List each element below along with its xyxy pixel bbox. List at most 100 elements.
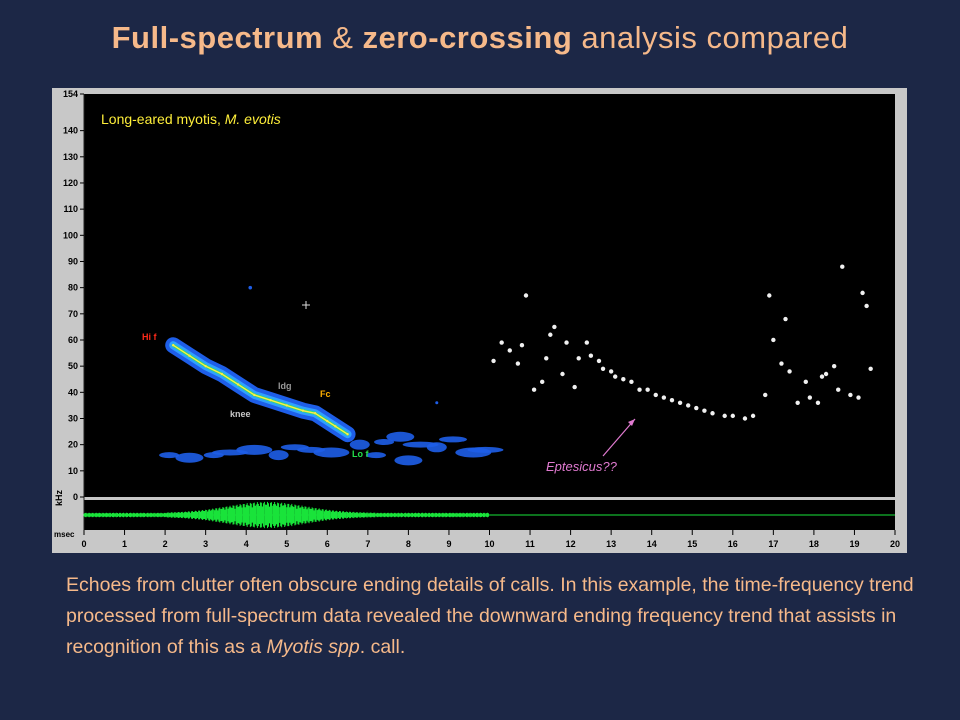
zc-point: [596, 358, 602, 364]
zc-point: [491, 358, 496, 364]
zc-point: [531, 387, 537, 392]
zc-point: [803, 379, 808, 385]
y-axis-label: kHz: [54, 489, 64, 506]
zc-point: [763, 392, 768, 398]
echo-blob: [374, 439, 395, 446]
trend-point: [236, 383, 240, 386]
zc-point: [588, 353, 594, 358]
trend-point: [334, 425, 337, 428]
title-full-spectrum: Full-spectrum: [111, 20, 324, 55]
zc-point: [702, 408, 707, 413]
caption-italic: Myotis spp: [266, 636, 360, 658]
species-label: Long-eared myotis, M. evotis: [101, 111, 281, 127]
zc-point: [576, 356, 581, 361]
x-tick-label: 11: [525, 539, 535, 549]
zc-point: [779, 361, 784, 366]
zc-point: [499, 340, 504, 345]
zc-point: [840, 264, 845, 269]
zc-point: [730, 413, 735, 419]
lo-f-label: Lo f: [352, 449, 369, 459]
crosshair-icon: [302, 301, 310, 309]
y-tick-label: 80: [68, 283, 78, 293]
zc-point: [856, 395, 861, 400]
zc-point: [767, 293, 772, 298]
y-tick-label: 10: [68, 466, 78, 476]
caption: Echoes from clutter often obscure ending…: [66, 570, 926, 663]
zc-point: [795, 400, 800, 405]
y-tick-label: 60: [68, 335, 78, 345]
waveform-trace: [83, 501, 489, 529]
echo-blob: [349, 439, 370, 450]
zc-point: [629, 379, 634, 385]
ldg-label: ldg: [278, 381, 292, 391]
title-amp: &: [323, 20, 363, 55]
knee-label: knee: [230, 409, 251, 419]
plot-area: [84, 94, 895, 497]
x-tick-label: 5: [284, 539, 289, 549]
zc-point: [515, 361, 521, 366]
zc-point: [661, 395, 667, 400]
y-tick-label: 20: [68, 440, 78, 450]
x-ticks: 0 1 2 3 4 5 6 7 8 9 10 11 12 13 14 15 16 17 18 19 20: [81, 530, 900, 549]
caption-text-b: . call.: [359, 636, 406, 658]
zc-point: [677, 400, 683, 405]
y-tick-label: 30: [68, 413, 78, 423]
eptesicus-label: Eptesicus??: [546, 459, 618, 474]
zc-point: [787, 369, 792, 374]
zc-point: [523, 293, 529, 298]
y-tick-label: 100: [63, 230, 78, 240]
zc-point: [685, 403, 691, 408]
zc-point: [860, 290, 865, 296]
zc-point: [868, 366, 873, 371]
noise-speck: [248, 285, 253, 290]
y-tick-label: 0: [73, 492, 78, 502]
trend-point: [285, 404, 288, 407]
echo-blob: [386, 431, 415, 442]
zc-point: [807, 395, 813, 400]
zc-point: [831, 363, 837, 369]
echo-blob: [426, 442, 447, 453]
echo-blob: [203, 452, 224, 459]
x-tick-label: 12: [566, 539, 576, 549]
x-tick-label: 15: [687, 539, 697, 549]
trend-point: [188, 354, 191, 357]
zc-point: [694, 405, 699, 411]
x-tick-label: 20: [890, 539, 900, 549]
zc-point: [600, 366, 606, 371]
zc-point: [613, 374, 618, 379]
x-tick-label: 19: [849, 539, 859, 549]
x-tick-label: 16: [728, 539, 738, 549]
title-rest: analysis compared: [572, 20, 849, 55]
title-zero-crossing: zero-crossing: [362, 20, 573, 55]
y-tick-label: 130: [63, 152, 78, 162]
trend-point: [204, 364, 207, 368]
zc-point: [645, 387, 650, 392]
x-tick-label: 0: [81, 539, 86, 549]
x-axis-label: msec: [54, 530, 75, 539]
zc-point: [742, 416, 748, 421]
y-tick-label: 154: [63, 89, 78, 99]
x-tick-label: 13: [606, 539, 616, 549]
waveform: [83, 501, 895, 529]
zc-point: [710, 411, 715, 416]
zc-point: [823, 371, 829, 377]
trend-point: [253, 393, 256, 397]
zc-point: [519, 343, 525, 348]
zc-point: [722, 413, 727, 419]
trend-point: [269, 398, 272, 402]
eptesicus-arrowhead: [628, 419, 635, 426]
zc-point: [864, 303, 869, 309]
caption-text-a: Echoes from clutter often obscure ending…: [66, 574, 914, 658]
call-trend: [172, 344, 349, 436]
zc-point: [653, 392, 658, 398]
trend-point: [301, 409, 305, 412]
zc-point: [552, 324, 557, 330]
zc-point: [564, 340, 569, 345]
y-tick-label: 110: [63, 204, 78, 214]
x-tick-label: 2: [163, 539, 168, 549]
zc-point: [783, 316, 788, 322]
zc-point: [771, 337, 776, 343]
echo-blob: [236, 444, 273, 455]
x-tick-label: 1: [122, 539, 127, 549]
echo-blob: [280, 444, 309, 451]
